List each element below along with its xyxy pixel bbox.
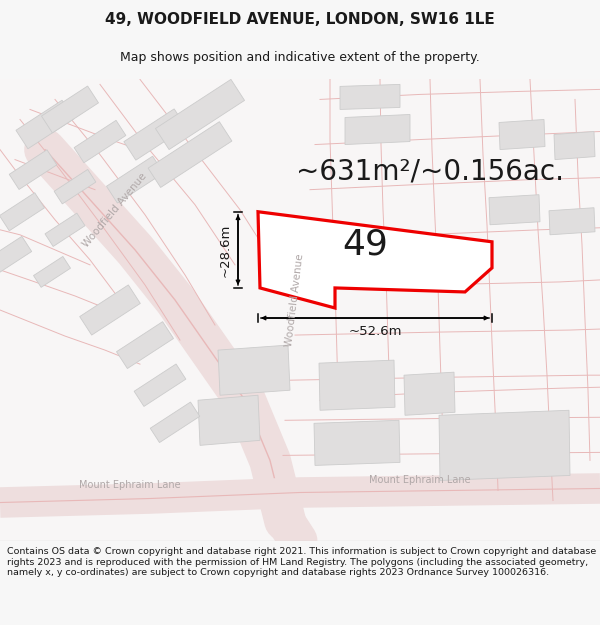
Polygon shape bbox=[549, 208, 595, 235]
Polygon shape bbox=[45, 213, 85, 246]
Polygon shape bbox=[489, 195, 540, 225]
Text: ~52.6m: ~52.6m bbox=[348, 325, 402, 338]
Polygon shape bbox=[404, 372, 455, 415]
Text: Contains OS data © Crown copyright and database right 2021. This information is : Contains OS data © Crown copyright and d… bbox=[7, 548, 596, 577]
Polygon shape bbox=[439, 410, 570, 481]
Polygon shape bbox=[150, 402, 200, 442]
Polygon shape bbox=[54, 169, 96, 204]
Polygon shape bbox=[345, 114, 410, 144]
Polygon shape bbox=[218, 345, 290, 395]
Polygon shape bbox=[0, 236, 32, 273]
Polygon shape bbox=[148, 122, 232, 188]
Text: ~28.6m: ~28.6m bbox=[219, 223, 232, 276]
Text: 49, WOODFIELD AVENUE, LONDON, SW16 1LE: 49, WOODFIELD AVENUE, LONDON, SW16 1LE bbox=[105, 12, 495, 28]
Polygon shape bbox=[319, 360, 395, 410]
Polygon shape bbox=[116, 322, 173, 369]
Polygon shape bbox=[314, 420, 400, 466]
Polygon shape bbox=[41, 86, 98, 133]
Polygon shape bbox=[80, 285, 140, 335]
Polygon shape bbox=[34, 256, 70, 288]
Text: ~631m²/~0.156ac.: ~631m²/~0.156ac. bbox=[296, 158, 564, 186]
Polygon shape bbox=[16, 100, 74, 149]
Text: Woodfield Avenue: Woodfield Avenue bbox=[81, 171, 149, 249]
Text: Woodfield Avenue: Woodfield Avenue bbox=[284, 253, 305, 347]
Text: Mount Ephraim Lane: Mount Ephraim Lane bbox=[369, 476, 471, 486]
Polygon shape bbox=[198, 395, 260, 446]
Polygon shape bbox=[74, 121, 126, 162]
Polygon shape bbox=[106, 156, 164, 203]
Polygon shape bbox=[155, 79, 245, 149]
Polygon shape bbox=[258, 212, 492, 308]
Polygon shape bbox=[554, 131, 595, 159]
Polygon shape bbox=[134, 364, 186, 406]
Text: Mount Ephraim Lane: Mount Ephraim Lane bbox=[79, 481, 181, 491]
Polygon shape bbox=[340, 84, 400, 109]
Polygon shape bbox=[9, 150, 57, 189]
Polygon shape bbox=[499, 119, 545, 149]
Polygon shape bbox=[0, 192, 44, 231]
Text: Map shows position and indicative extent of the property.: Map shows position and indicative extent… bbox=[120, 51, 480, 64]
Polygon shape bbox=[124, 109, 186, 160]
Text: 49: 49 bbox=[342, 228, 388, 262]
